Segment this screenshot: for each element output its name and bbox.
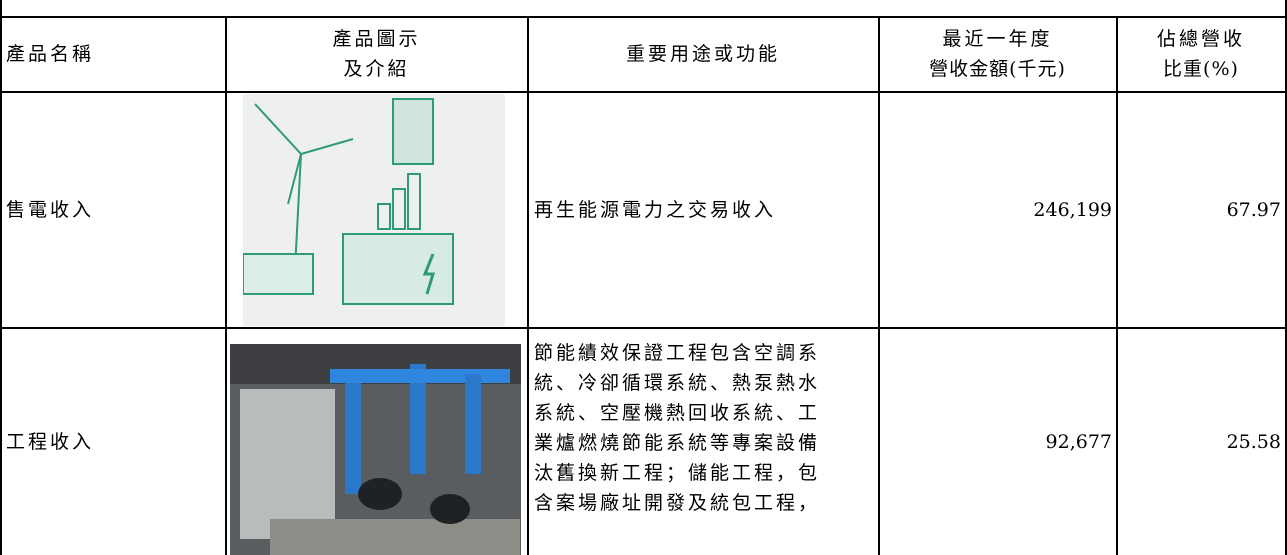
product-name: 售電收入 [6, 198, 95, 221]
header-cell: 重要用途或功能 [625, 43, 780, 65]
product-illustration [243, 94, 505, 326]
product-function: 統、冷卻循環系統、熱泵熱水 [534, 372, 821, 394]
header-cell: 及介紹 [343, 58, 410, 80]
product-function: 汰舊換新工程；儲能工程，包 [534, 462, 821, 484]
header-cell: 產品圖示 [332, 28, 421, 50]
header-cell: 營收金額(千元) [929, 58, 1066, 80]
product-function: 系統、空壓機熱回收系統、工 [534, 402, 821, 424]
product-function: 節能績效保證工程包含空調系 [534, 342, 821, 364]
header-cell: 產品名稱 [6, 43, 95, 65]
product-photo [230, 344, 521, 555]
product-name: 工程收入 [6, 430, 95, 453]
header-cell: 比重(%) [1163, 58, 1239, 80]
revenue-share: 25.58 [1226, 430, 1281, 453]
header-cell: 佔總營收 [1156, 28, 1245, 50]
revenue-amount: 246,199 [1033, 198, 1112, 221]
revenue-share: 67.97 [1226, 198, 1281, 221]
header-cell: 最近一年度 [942, 28, 1053, 50]
revenue-amount: 92,677 [1045, 430, 1112, 453]
product-function: 含案場廠址開發及統包工程， [534, 492, 821, 514]
product-function: 業爐燃燒節能系統等專案設備 [534, 432, 821, 454]
product-function: 再生能源電力之交易收入 [534, 198, 777, 221]
